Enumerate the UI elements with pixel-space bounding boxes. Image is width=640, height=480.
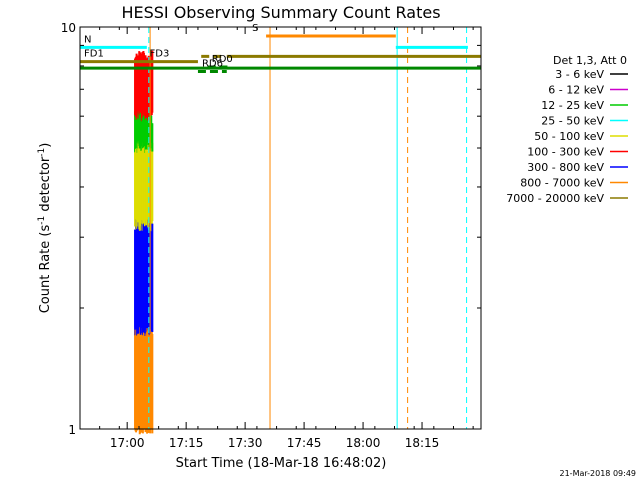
legend-entry-label: 100 - 300 keV bbox=[527, 146, 604, 159]
flag-label: FD3 bbox=[150, 49, 170, 60]
legend-entry-label: 300 - 800 keV bbox=[527, 161, 604, 174]
y-axis-label-part: Count Rate (s bbox=[38, 225, 53, 314]
flag-label: FD1 bbox=[84, 49, 104, 60]
flag-label: RD6 bbox=[202, 59, 223, 70]
flag-label: N bbox=[84, 34, 91, 45]
legend: Det 1,3, Att 0 3 - 6 keV 6 - 12 keV 12 - 2… bbox=[506, 54, 628, 205]
flag-label: S bbox=[252, 23, 258, 34]
x-tick-label: 18:15 bbox=[405, 436, 440, 450]
y-tick-label: 10 bbox=[61, 21, 76, 35]
y-axis-label-sup: -1 bbox=[37, 216, 47, 225]
legend-entry-label: 25 - 50 keV bbox=[541, 115, 604, 128]
y-axis-label: Count Rate (s-1 detector-1) bbox=[37, 143, 53, 314]
legend-entry-label: 3 - 6 keV bbox=[555, 68, 604, 81]
legend-entry-label: 12 - 25 keV bbox=[541, 99, 604, 112]
y-axis-label-sup: -1 bbox=[37, 148, 47, 157]
legend-entry-label: 50 - 100 keV bbox=[534, 130, 604, 143]
legend-entry-label: 6 - 12 keV bbox=[548, 84, 604, 97]
x-tick-label: 18:00 bbox=[346, 436, 381, 450]
flag-label: RD0 bbox=[212, 54, 233, 65]
x-tick-label: 17:45 bbox=[287, 436, 322, 450]
axes: 17:00 17:15 17:30 17:45 18:00 18:15 1 10 bbox=[61, 21, 481, 450]
y-axis-label-part: detector bbox=[38, 156, 53, 216]
footer-timestamp: 21-Mar-2018 09:49 bbox=[560, 469, 637, 478]
legend-entry-label: 7000 - 20000 keV bbox=[506, 192, 604, 205]
y-axis-label-part: ) bbox=[38, 143, 53, 148]
legend-header: Det 1,3, Att 0 bbox=[553, 54, 627, 67]
y-tick-label: 1 bbox=[68, 423, 76, 437]
plot-frame bbox=[79, 26, 482, 430]
x-tick-label: 17:15 bbox=[169, 436, 204, 450]
legend-entry-label: 800 - 7000 keV bbox=[520, 177, 604, 190]
x-axis-label: Start Time (18-Mar-18 16:48:02) bbox=[176, 456, 387, 471]
x-tick-label: 17:00 bbox=[110, 436, 145, 450]
x-tick-label: 17:30 bbox=[228, 436, 263, 450]
chart-title: HESSI Observing Summary Count Rates bbox=[121, 3, 440, 22]
